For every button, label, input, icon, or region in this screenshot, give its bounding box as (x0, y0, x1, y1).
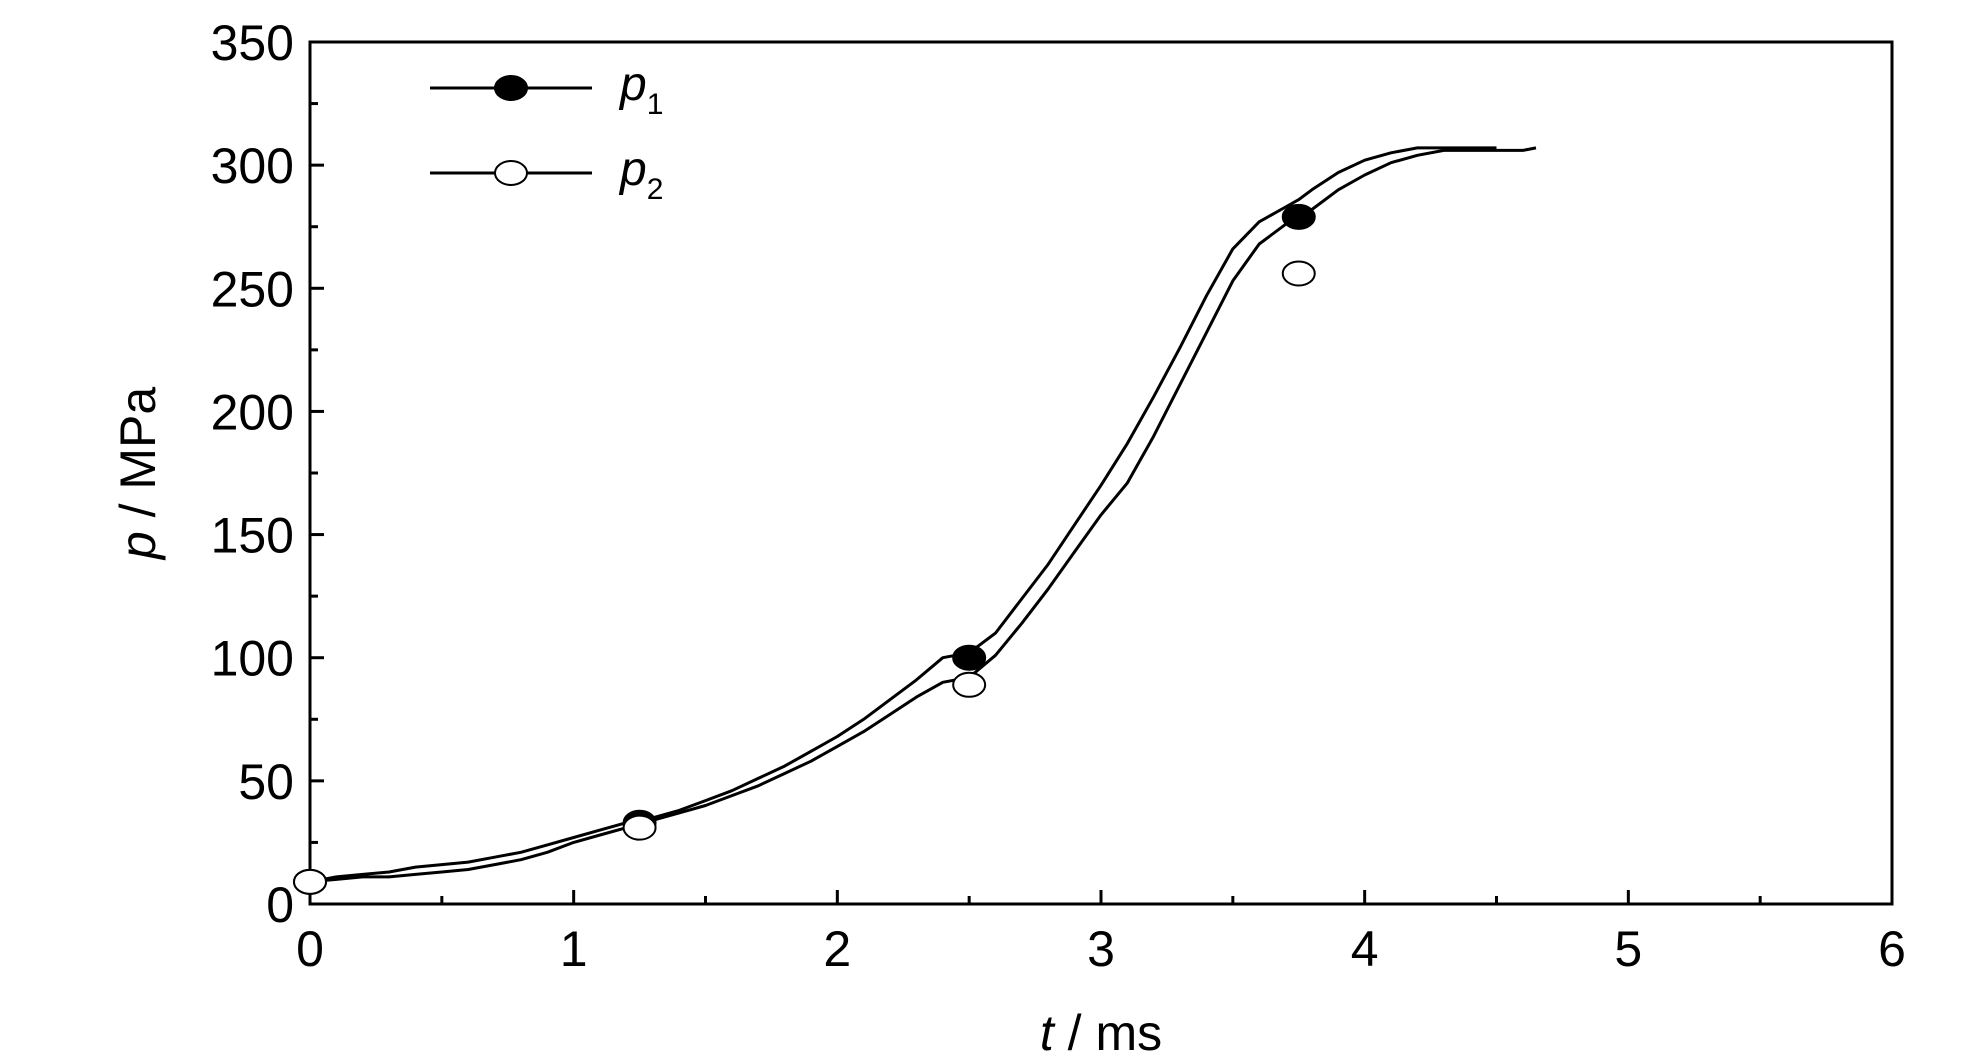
data-point-p2 (1281, 260, 1316, 287)
y-axis-label: p / MPa (110, 387, 166, 561)
legend-label-p2: p2 (618, 143, 663, 206)
x-tick-label: 4 (1351, 921, 1379, 977)
series-line-p1 (309, 146, 1497, 884)
y-tick-label: 250 (211, 261, 294, 317)
x-tick-label: 6 (1878, 921, 1906, 977)
x-axis-ticks: 0 1 2 3 4 5 6 (296, 890, 1906, 977)
series-layer (293, 146, 1537, 895)
y-tick-label: 150 (211, 508, 294, 564)
y-tick-label: 300 (211, 138, 294, 194)
legend-marker-filled-circle-icon (494, 75, 528, 101)
x-tick-label: 2 (823, 921, 851, 977)
y-axis-ticks: 0 50 100 150 200 250 300 350 (211, 15, 324, 933)
y-tick-label: 350 (211, 15, 294, 71)
x-tick-label: 0 (296, 921, 324, 977)
plot-frame (308, 40, 1894, 906)
y-axis-label-var: p (110, 531, 166, 561)
y-tick-label: 200 (211, 384, 294, 440)
y-tick-label: 0 (266, 877, 294, 933)
legend-label-p2-var: p (618, 143, 647, 196)
legend-label-p2-sub: 2 (647, 173, 664, 206)
x-tick-label: 5 (1614, 921, 1642, 977)
legend-label-p1-var: p (618, 58, 647, 111)
data-point-p2 (622, 814, 657, 841)
y-axis-label-unit: / MPa (110, 387, 166, 532)
data-point-p1 (952, 644, 987, 671)
legend: p1 p2 (430, 58, 663, 206)
series-line-p2 (309, 146, 1537, 884)
data-point-p2 (952, 671, 987, 698)
legend-item-p2: p2 (430, 143, 663, 206)
legend-label-p1-sub: 1 (647, 88, 664, 121)
x-tick-label: 1 (560, 921, 588, 977)
x-axis-label-var: t (1040, 1005, 1056, 1061)
x-axis-label: t / ms (1040, 1005, 1162, 1061)
x-tick-label: 3 (1087, 921, 1115, 977)
legend-item-p1: p1 (430, 58, 663, 121)
legend-label-p1: p1 (618, 58, 663, 121)
data-point-p2 (293, 868, 327, 895)
data-point-p1 (1281, 203, 1316, 230)
legend-marker-open-circle-icon (494, 160, 528, 186)
y-tick-label: 100 (211, 631, 294, 687)
x-axis-label-unit: / ms (1054, 1005, 1162, 1061)
y-tick-label: 50 (238, 754, 294, 810)
